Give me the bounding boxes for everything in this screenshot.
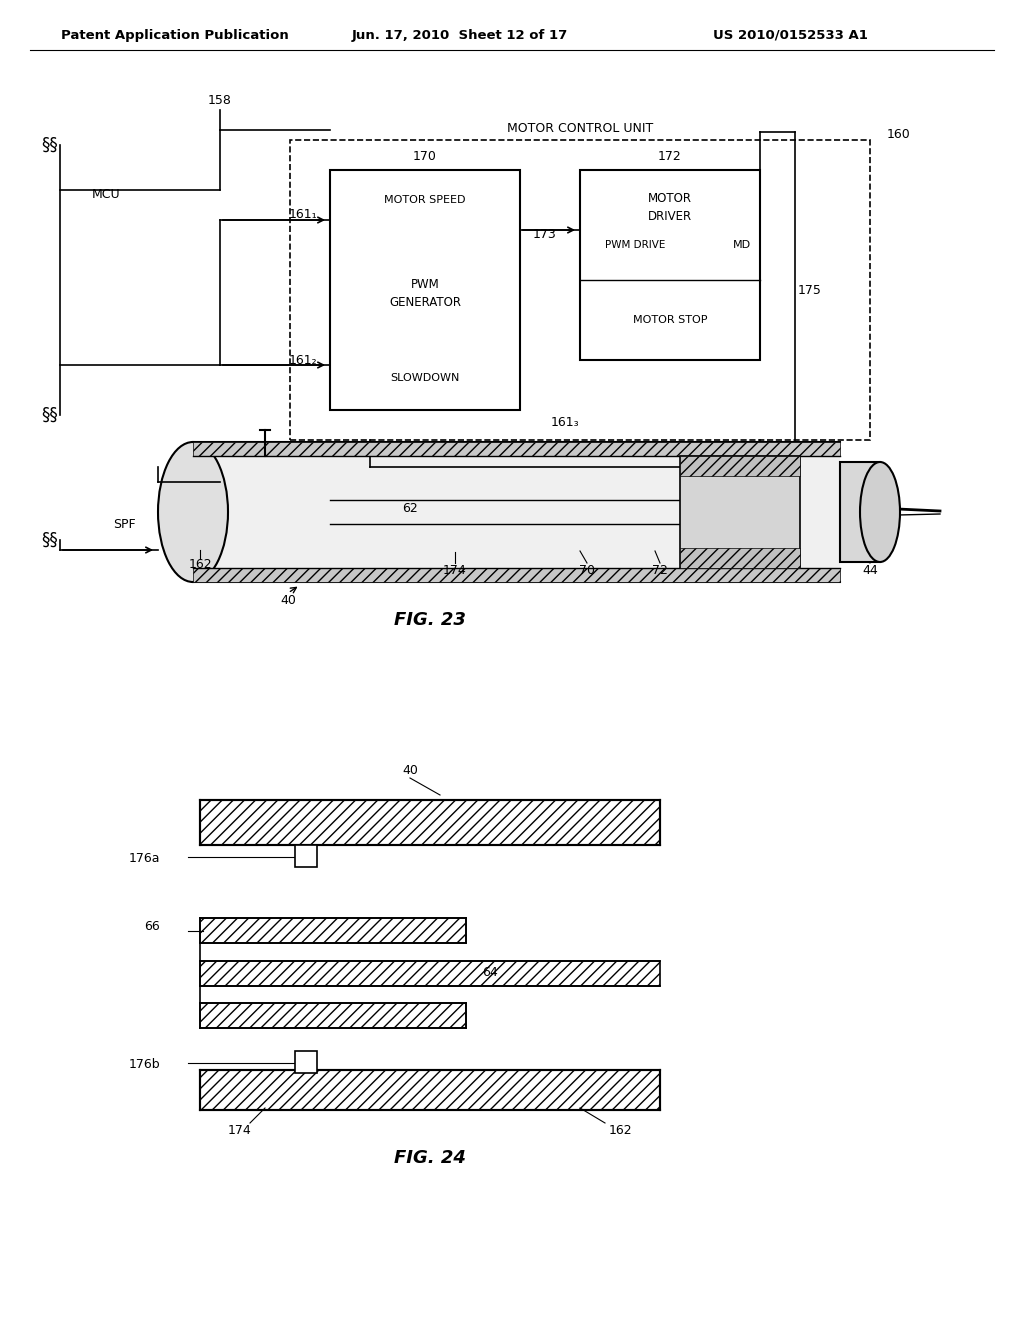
Bar bbox=[200, 917, 466, 942]
Text: 174: 174 bbox=[443, 564, 467, 577]
Text: 172: 172 bbox=[658, 149, 682, 162]
Text: FIG. 24: FIG. 24 bbox=[394, 1148, 466, 1167]
Bar bbox=[200, 800, 660, 845]
Text: 176a: 176a bbox=[128, 853, 160, 866]
Text: 161₂: 161₂ bbox=[289, 354, 317, 367]
Text: §§: §§ bbox=[42, 136, 58, 154]
Text: 161₃: 161₃ bbox=[551, 417, 580, 429]
Text: 161₁: 161₁ bbox=[289, 209, 317, 222]
Text: 174: 174 bbox=[228, 1123, 252, 1137]
Text: FIG. 23: FIG. 23 bbox=[394, 611, 466, 630]
Text: PWM: PWM bbox=[411, 279, 439, 292]
Text: MOTOR: MOTOR bbox=[648, 191, 692, 205]
Text: 40: 40 bbox=[402, 763, 418, 776]
Text: SLOWDOWN: SLOWDOWN bbox=[390, 374, 460, 383]
Text: 176b: 176b bbox=[128, 1059, 160, 1072]
Text: 170: 170 bbox=[413, 149, 437, 162]
Text: 44: 44 bbox=[862, 564, 878, 577]
Text: MOTOR SPEED: MOTOR SPEED bbox=[384, 195, 466, 205]
Text: 162: 162 bbox=[188, 558, 212, 572]
Text: MOTOR STOP: MOTOR STOP bbox=[633, 315, 708, 325]
Text: 158: 158 bbox=[208, 94, 232, 107]
Bar bbox=[840, 462, 880, 562]
Bar bbox=[680, 548, 800, 568]
Text: SPF: SPF bbox=[113, 519, 135, 532]
Text: 47: 47 bbox=[869, 503, 885, 516]
Text: 175: 175 bbox=[798, 284, 822, 297]
Text: PWM DRIVE: PWM DRIVE bbox=[605, 240, 666, 249]
Text: 40: 40 bbox=[280, 594, 296, 606]
Bar bbox=[193, 442, 840, 582]
Text: 64: 64 bbox=[482, 965, 498, 978]
Bar bbox=[680, 455, 800, 568]
Bar bbox=[193, 442, 840, 455]
Text: MCU: MCU bbox=[92, 189, 121, 202]
Text: 62: 62 bbox=[402, 503, 418, 516]
Text: 173: 173 bbox=[534, 228, 557, 242]
Text: US 2010/0152533 A1: US 2010/0152533 A1 bbox=[713, 29, 867, 41]
Bar bbox=[193, 568, 840, 582]
Text: 162: 162 bbox=[608, 1123, 632, 1137]
Text: Patent Application Publication: Patent Application Publication bbox=[61, 29, 289, 41]
Text: §§: §§ bbox=[42, 407, 58, 424]
Bar bbox=[200, 1071, 660, 1110]
Bar bbox=[290, 140, 870, 440]
Text: 70: 70 bbox=[579, 564, 595, 577]
Text: MOTOR CONTROL UNIT: MOTOR CONTROL UNIT bbox=[507, 121, 653, 135]
Ellipse shape bbox=[860, 462, 900, 562]
Text: DRIVER: DRIVER bbox=[648, 210, 692, 223]
Bar bbox=[295, 845, 317, 867]
Bar bbox=[200, 961, 660, 986]
Text: 66: 66 bbox=[144, 920, 160, 932]
Ellipse shape bbox=[158, 442, 228, 582]
Text: MD: MD bbox=[733, 240, 751, 249]
Bar bbox=[200, 1003, 466, 1028]
Bar bbox=[295, 1051, 317, 1073]
Text: 160: 160 bbox=[887, 128, 910, 141]
Text: 72: 72 bbox=[652, 564, 668, 577]
Bar bbox=[330, 170, 520, 411]
Text: §§: §§ bbox=[42, 531, 58, 549]
Text: GENERATOR: GENERATOR bbox=[389, 296, 461, 309]
Bar bbox=[580, 170, 760, 360]
Text: Jun. 17, 2010  Sheet 12 of 17: Jun. 17, 2010 Sheet 12 of 17 bbox=[352, 29, 568, 41]
Bar bbox=[680, 455, 800, 477]
